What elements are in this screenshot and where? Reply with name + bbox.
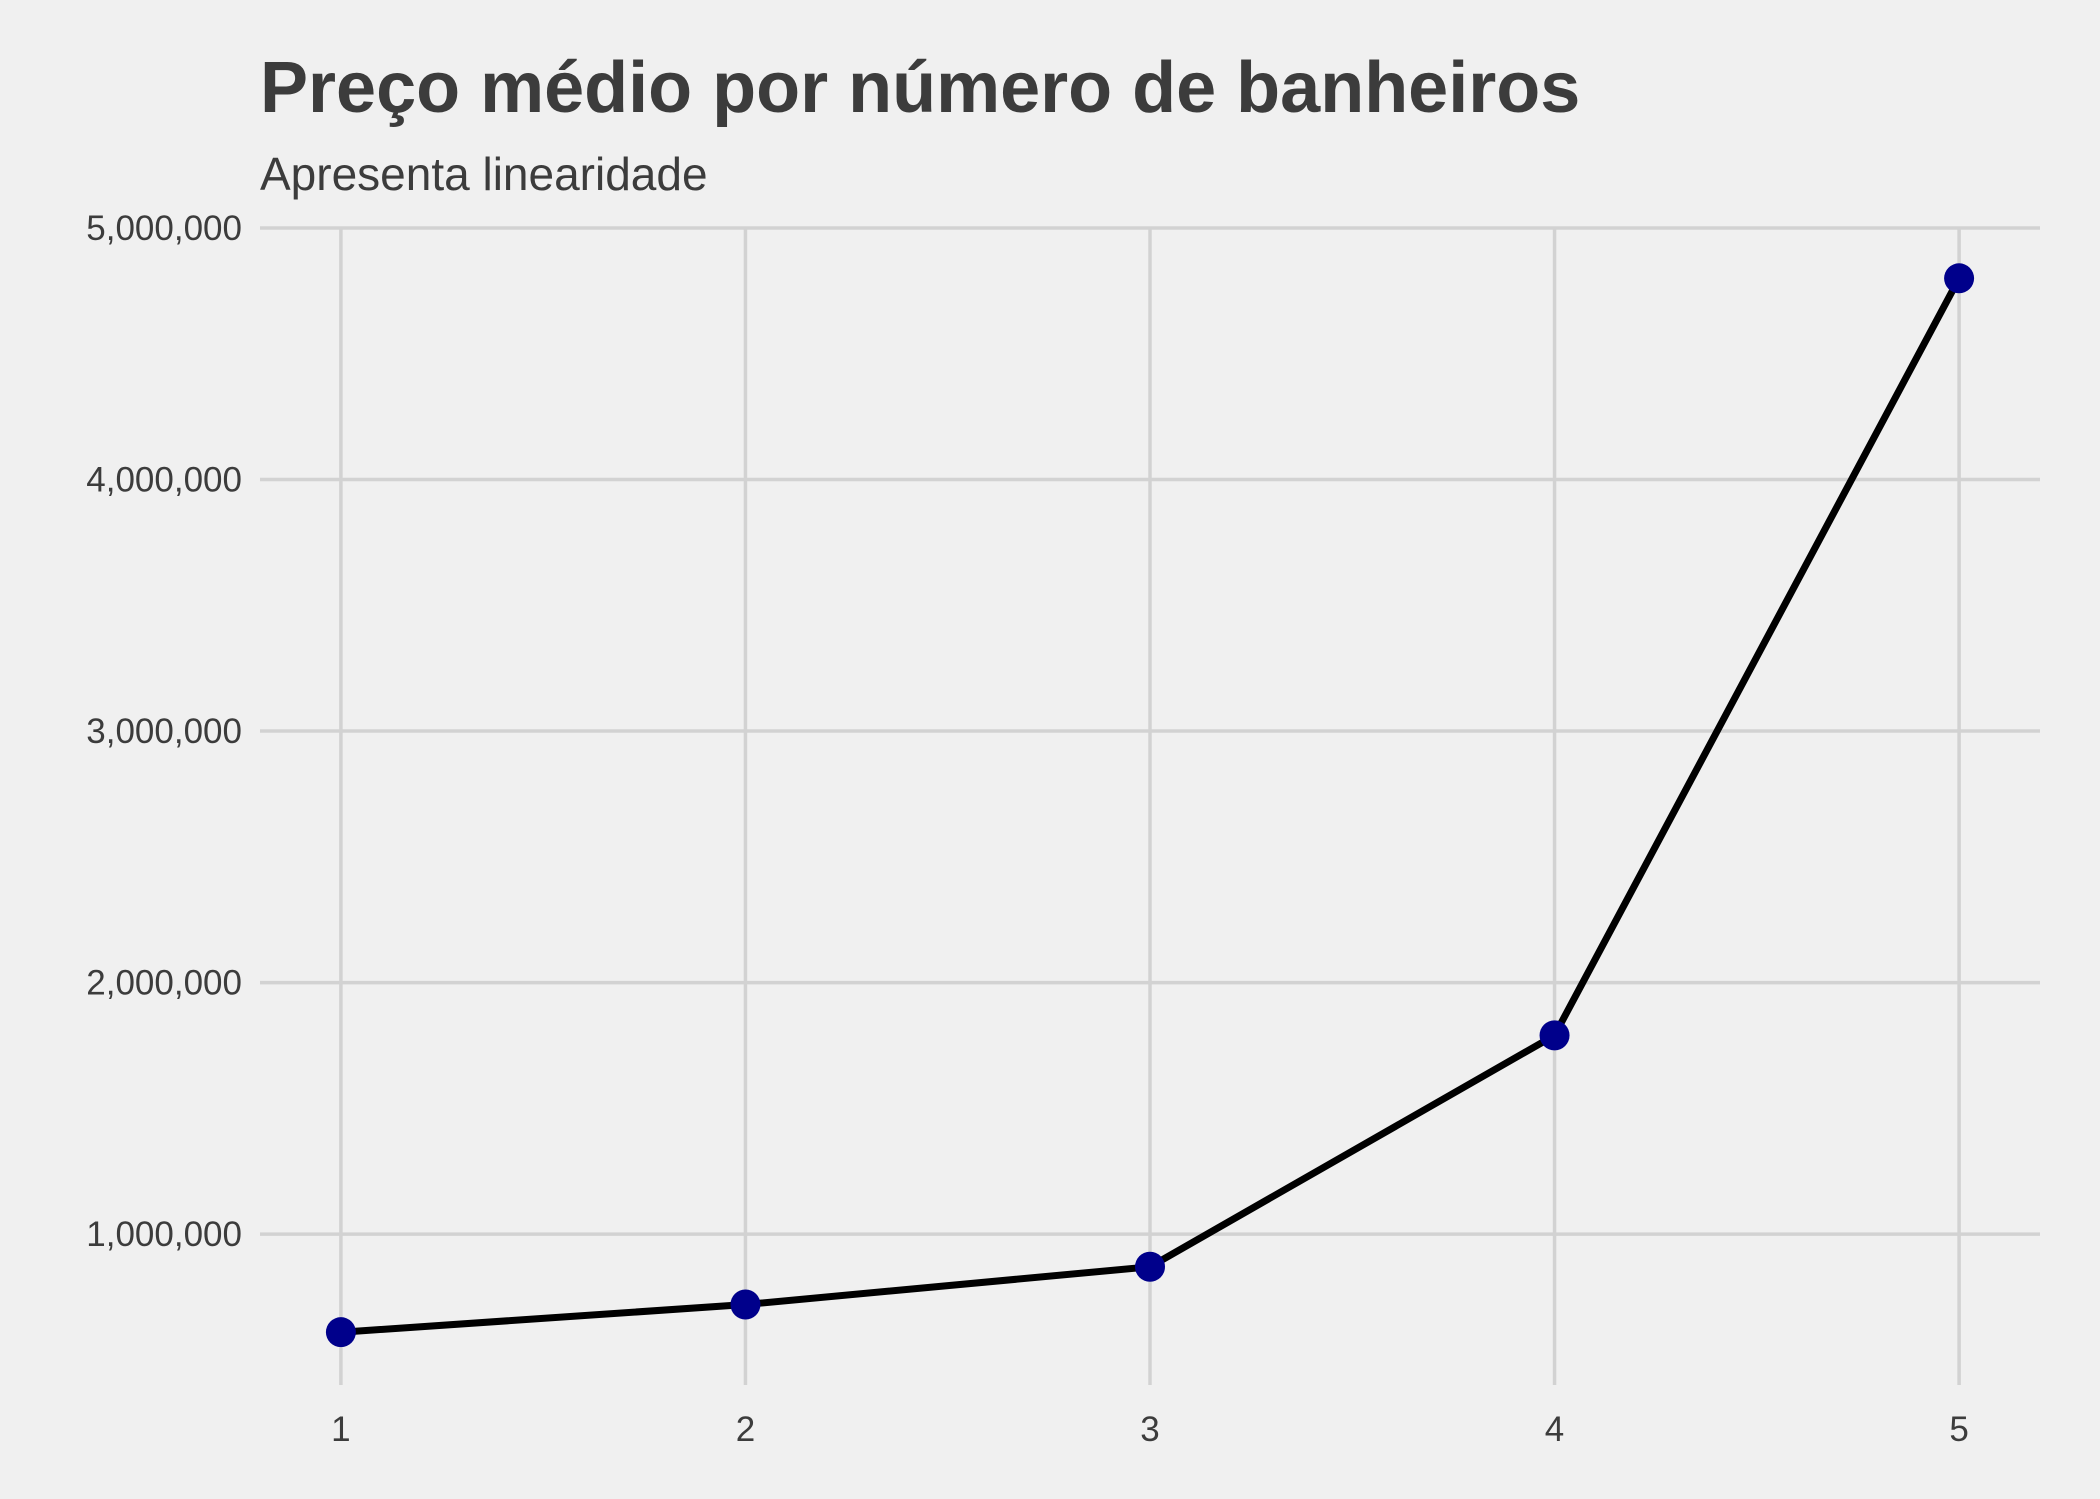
chart-title: Preço médio por número de banheiros: [260, 48, 1580, 128]
y-tick-label: 2,000,000: [86, 964, 242, 1003]
tick-labels: 1,000,000 2,000,000 3,000,000 4,000,000 5,00…: [86, 209, 1969, 1449]
x-tick-label: 3: [1140, 1410, 1159, 1449]
data-point: [325, 1317, 356, 1348]
data-point: [1135, 1251, 1165, 1282]
grid-lines: [260, 226, 2040, 1385]
data-series: [325, 263, 1975, 1348]
data-point: [1539, 1020, 1570, 1051]
x-tick-label: 1: [331, 1410, 350, 1449]
x-tick-label: 5: [1949, 1410, 1968, 1449]
x-tick-label: 4: [1545, 1410, 1564, 1449]
y-tick-label: 3,000,000: [86, 712, 242, 751]
data-point: [1944, 263, 1975, 294]
y-tick-label: 4,000,000: [86, 461, 242, 500]
x-tick-label: 2: [736, 1410, 755, 1449]
chart-subtitle: Apresenta linearidade: [260, 148, 708, 200]
y-tick-label: 5,000,000: [86, 209, 242, 248]
data-point: [730, 1289, 761, 1320]
y-tick-label: 1,000,000: [86, 1215, 242, 1254]
